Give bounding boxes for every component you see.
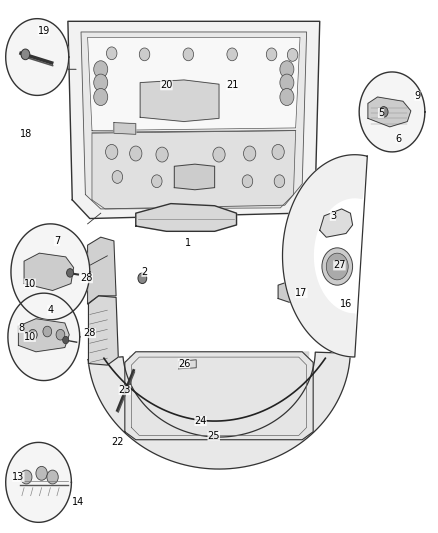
Circle shape — [21, 49, 30, 60]
Polygon shape — [114, 123, 136, 134]
Circle shape — [36, 466, 47, 480]
Text: 28: 28 — [81, 273, 93, 283]
Polygon shape — [88, 37, 300, 131]
Circle shape — [106, 144, 118, 159]
Polygon shape — [368, 97, 411, 127]
Text: 3: 3 — [330, 211, 336, 221]
Circle shape — [67, 269, 74, 277]
Text: 1: 1 — [185, 238, 191, 247]
Text: 28: 28 — [84, 328, 96, 338]
Polygon shape — [179, 360, 196, 369]
Polygon shape — [174, 164, 215, 190]
Text: 17: 17 — [295, 288, 307, 298]
Text: 4: 4 — [47, 305, 53, 315]
Text: 21: 21 — [226, 80, 238, 90]
Text: 13: 13 — [12, 472, 25, 482]
Text: 20: 20 — [160, 80, 173, 90]
Text: 10: 10 — [24, 332, 36, 342]
Circle shape — [274, 175, 285, 188]
Circle shape — [94, 88, 108, 106]
Text: 24: 24 — [194, 416, 207, 426]
Text: 5: 5 — [378, 108, 384, 118]
Polygon shape — [6, 19, 69, 95]
Circle shape — [311, 291, 319, 301]
Circle shape — [156, 147, 168, 162]
Polygon shape — [18, 319, 69, 352]
Polygon shape — [24, 253, 74, 290]
Circle shape — [106, 47, 117, 60]
Text: 26: 26 — [178, 359, 190, 368]
Circle shape — [287, 49, 298, 61]
Circle shape — [280, 61, 294, 78]
Polygon shape — [11, 224, 90, 320]
Text: 6: 6 — [396, 134, 402, 143]
Text: 14: 14 — [72, 497, 84, 507]
Text: 9: 9 — [414, 91, 420, 101]
Text: 10: 10 — [24, 279, 36, 288]
Circle shape — [280, 74, 294, 91]
Polygon shape — [92, 131, 296, 209]
Polygon shape — [283, 155, 367, 357]
Circle shape — [43, 326, 52, 337]
Polygon shape — [359, 72, 425, 152]
Polygon shape — [320, 209, 353, 237]
Polygon shape — [68, 21, 320, 219]
Polygon shape — [136, 204, 237, 231]
Polygon shape — [278, 281, 300, 302]
Circle shape — [56, 329, 65, 340]
Text: 25: 25 — [208, 431, 220, 441]
Circle shape — [94, 61, 108, 78]
Circle shape — [47, 470, 58, 484]
Polygon shape — [6, 442, 71, 522]
Circle shape — [242, 175, 253, 188]
Circle shape — [152, 175, 162, 188]
Text: 7: 7 — [54, 236, 60, 246]
Circle shape — [139, 48, 150, 61]
Text: 23: 23 — [119, 385, 131, 395]
Polygon shape — [88, 296, 118, 365]
Polygon shape — [140, 80, 219, 122]
Polygon shape — [8, 293, 80, 381]
Circle shape — [63, 336, 69, 344]
Circle shape — [28, 329, 37, 340]
Circle shape — [272, 144, 284, 159]
Circle shape — [266, 48, 277, 61]
Circle shape — [379, 107, 388, 117]
Text: 19: 19 — [38, 26, 50, 36]
Circle shape — [138, 273, 147, 284]
Text: 2: 2 — [141, 267, 148, 277]
Text: 27: 27 — [333, 261, 346, 270]
Circle shape — [21, 470, 32, 484]
Circle shape — [244, 146, 256, 161]
Circle shape — [280, 88, 294, 106]
Circle shape — [322, 248, 353, 285]
Text: 22: 22 — [111, 438, 124, 447]
Circle shape — [94, 74, 108, 91]
Polygon shape — [81, 32, 307, 209]
Circle shape — [213, 147, 225, 162]
Polygon shape — [88, 237, 116, 304]
Text: 16: 16 — [340, 299, 352, 309]
Circle shape — [227, 48, 237, 61]
Circle shape — [326, 253, 348, 280]
Circle shape — [130, 146, 142, 161]
Polygon shape — [125, 352, 313, 440]
Polygon shape — [88, 352, 350, 469]
Polygon shape — [130, 352, 309, 431]
Text: 18: 18 — [20, 130, 32, 139]
Circle shape — [112, 171, 123, 183]
Text: 8: 8 — [18, 323, 24, 333]
Circle shape — [183, 48, 194, 61]
